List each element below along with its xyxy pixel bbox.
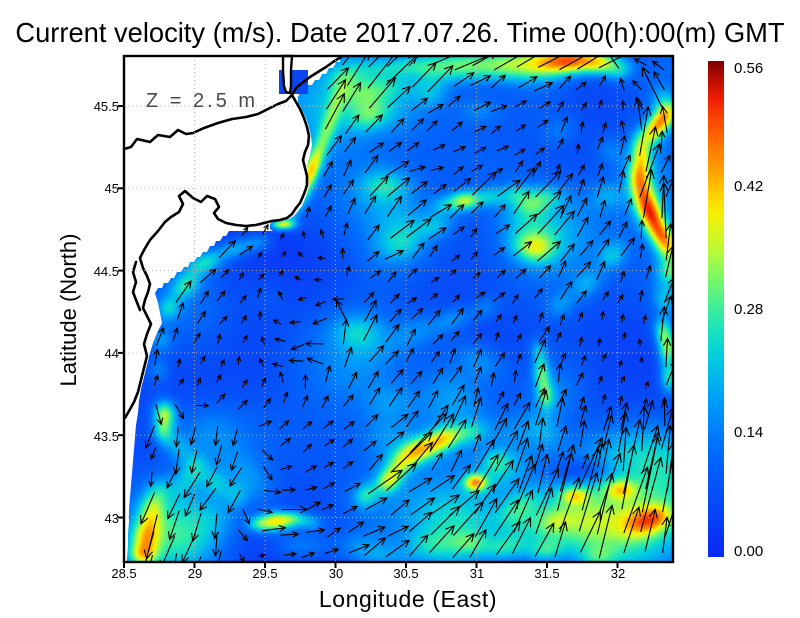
- svg-text:Z = 2.5 m: Z = 2.5 m: [146, 90, 258, 112]
